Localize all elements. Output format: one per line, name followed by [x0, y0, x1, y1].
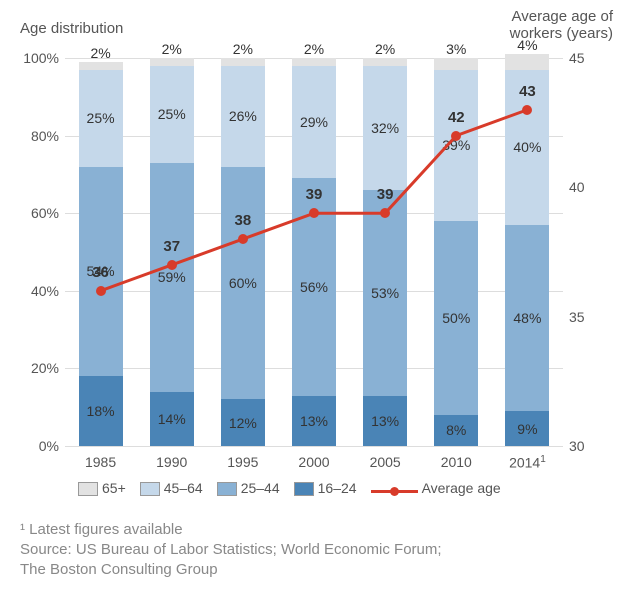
- line-label: 36: [92, 264, 109, 281]
- segment-label: 2%: [363, 41, 407, 57]
- legend-label: 25–44: [241, 480, 280, 496]
- line-label: 37: [163, 238, 180, 255]
- legend-item: 45–64: [140, 480, 203, 496]
- line-label: 43: [519, 83, 536, 100]
- segment-label: 4%: [505, 37, 549, 53]
- legend-item: 65+: [78, 480, 126, 496]
- ytick-right: 45: [563, 50, 585, 66]
- legend: 65+ 45–64 25–44 16–24 Average age: [78, 480, 501, 496]
- line-point: [238, 234, 248, 244]
- legend-label: 16–24: [318, 480, 357, 496]
- x-label: 1990: [156, 446, 187, 470]
- x-label: 2010: [441, 446, 472, 470]
- plot-area: 0%20%40%60%80%100%3035404518%54%25%2%198…: [65, 58, 563, 446]
- legend-swatch: [140, 482, 160, 496]
- x-label: 1985: [85, 446, 116, 470]
- line-label: 39: [377, 186, 394, 203]
- legend-item: 16–24: [294, 480, 357, 496]
- footnote-note: ¹ Latest figures available: [20, 520, 183, 540]
- x-label: 20141: [509, 446, 546, 471]
- legend-label: 65+: [102, 480, 126, 496]
- segment-label: 2%: [221, 41, 265, 57]
- legend-item: Average age: [371, 480, 501, 496]
- ytick-left: 100%: [23, 50, 65, 66]
- line-label: 38: [235, 212, 252, 229]
- left-axis-title: Age distribution: [20, 20, 123, 37]
- legend-swatch: [217, 482, 237, 496]
- avg-age-line: [65, 58, 563, 446]
- legend-label: 45–64: [164, 480, 203, 496]
- segment-label: 3%: [434, 41, 478, 57]
- segment-label: 2%: [292, 41, 336, 57]
- ytick-left: 20%: [31, 360, 65, 376]
- line-point: [309, 208, 319, 218]
- line-point: [380, 208, 390, 218]
- ytick-right: 30: [563, 438, 585, 454]
- legend-label: Average age: [422, 480, 501, 496]
- ytick-left: 40%: [31, 283, 65, 299]
- ytick-right: 40: [563, 179, 585, 195]
- line-point: [96, 286, 106, 296]
- segment-label: 2%: [150, 41, 194, 57]
- legend-swatch-line: [371, 487, 418, 496]
- ytick-left: 80%: [31, 128, 65, 144]
- x-label: 1995: [227, 446, 258, 470]
- ytick-left: 60%: [31, 205, 65, 221]
- footnote-source: Source: US Bureau of Labor Statistics; W…: [20, 540, 442, 581]
- ytick-right: 35: [563, 309, 585, 325]
- line-label: 39: [306, 186, 323, 203]
- line-point: [451, 131, 461, 141]
- line-label: 42: [448, 109, 465, 126]
- ytick-left: 0%: [39, 438, 65, 454]
- line-point: [167, 260, 177, 270]
- legend-swatch: [294, 482, 314, 496]
- x-label: 2000: [298, 446, 329, 470]
- line-point: [522, 105, 532, 115]
- legend-swatch: [78, 482, 98, 496]
- x-label: 2005: [370, 446, 401, 470]
- legend-item: 25–44: [217, 480, 280, 496]
